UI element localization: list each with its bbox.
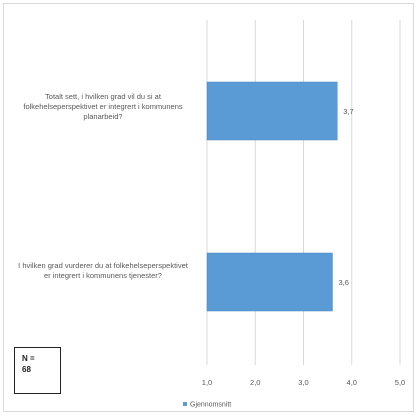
- data-label-2: 3,6: [338, 278, 348, 287]
- data-label-1: 3,7: [343, 107, 353, 116]
- chart-frame: [3, 3, 414, 412]
- legend-swatch: [183, 402, 187, 406]
- x-tick-label-1: 2,0: [250, 378, 260, 387]
- x-tick-label-4: 5,0: [395, 378, 405, 387]
- legend-label: Gjennomsnitt: [190, 402, 231, 409]
- x-tick-label-0: 1,0: [202, 378, 212, 387]
- bar-2: [206, 252, 333, 312]
- bar-1: [206, 81, 338, 141]
- category-label-2: I hvilken grad vurderer du at folkehelse…: [18, 261, 188, 280]
- sample-size-box: N = 68: [14, 347, 61, 394]
- x-tick-label-3: 4,0: [347, 378, 357, 387]
- x-tick-label-2: 3,0: [298, 378, 308, 387]
- category-label-1: Totalt sett, i hvilken grad vil du si at…: [23, 92, 183, 121]
